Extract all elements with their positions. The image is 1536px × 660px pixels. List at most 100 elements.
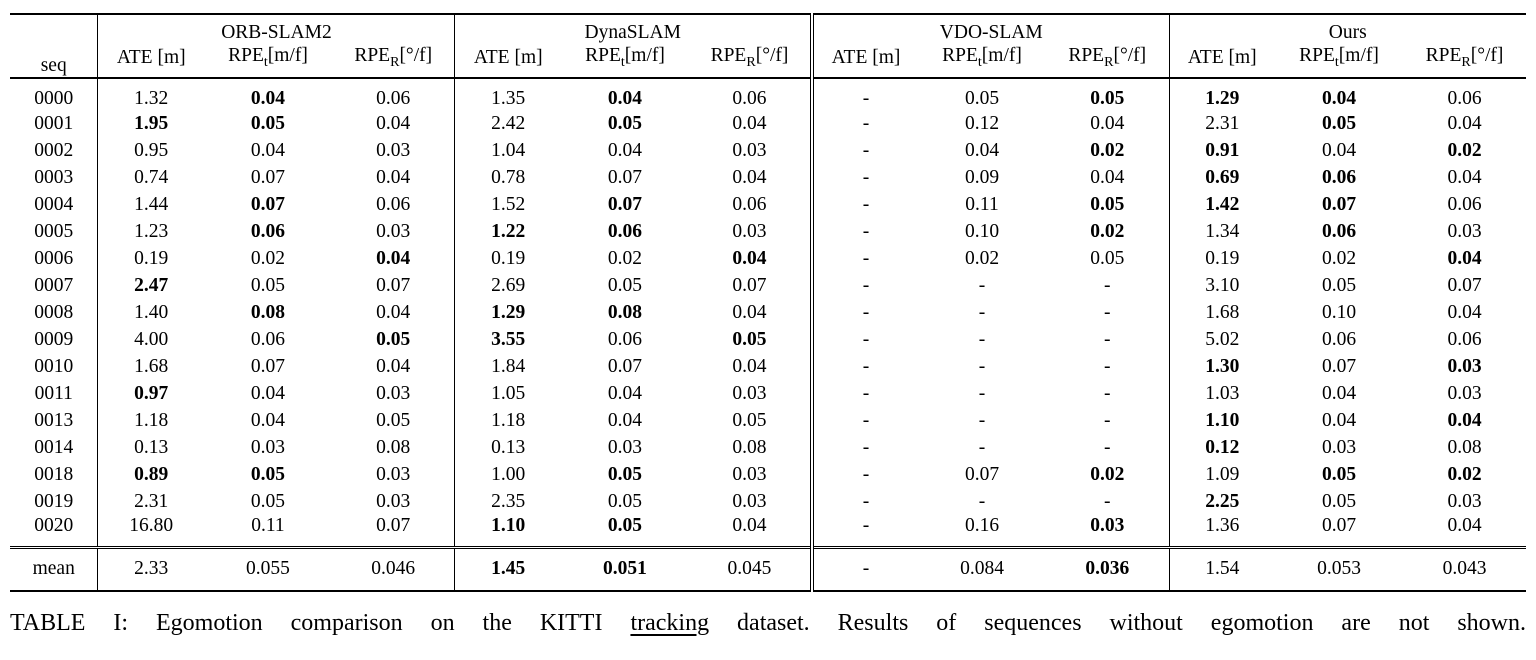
value-cell: 0.05 (732, 328, 767, 350)
value-cell: 0.07 (1447, 274, 1482, 296)
seq-cell: 0004 (34, 193, 74, 215)
value-cell: 0.03 (732, 490, 767, 512)
table-row: 0013 1.18 0.04 0.05 1.18 0.04 0.05 - - - 1.10 0.04 0… (10, 407, 1526, 434)
value-cell: 0.07 (607, 355, 643, 377)
value-cell: 2.31 (97, 488, 204, 515)
table-row: 0019 2.31 0.05 0.03 2.35 0.05 0.03 - - - 2.25 0.05 0… (10, 488, 1526, 515)
value-cell: 0.19 (1168, 245, 1275, 272)
table-row: 0007 2.47 0.05 0.07 2.69 0.05 0.07 - - - 3.10 0.05 0… (10, 272, 1526, 299)
value-cell: 0.06 (250, 220, 286, 242)
value-cell: 0.03 (607, 436, 643, 458)
value-cell: - (978, 490, 986, 512)
value-cell: 0.06 (1321, 328, 1357, 350)
seq-cell: 0001 (34, 112, 74, 134)
value-cell: 1.09 (1168, 461, 1275, 488)
seq-cell: 0005 (34, 220, 74, 242)
value-cell: 0.05 (250, 274, 286, 296)
value-cell: 0.07 (250, 193, 286, 215)
header-row-groups: seq ORB-SLAM2 DynaSLAM VDO-SLAM Ours (9, 14, 1527, 79)
value-cell: 0.03 (376, 490, 411, 512)
value-cell: 0.05 (1321, 490, 1357, 512)
results-table: seq ORB-SLAM2 DynaSLAM VDO-SLAM Ours ATE [m] R… (9, 13, 1527, 592)
value-cell: - (810, 218, 918, 245)
value-cell: 0.19 (454, 245, 561, 272)
value-cell: 0.04 (250, 409, 286, 431)
value-cell: 0.02 (1090, 463, 1125, 485)
value-cell: 0.043 (1403, 546, 1527, 591)
value-cell: 0.03 (250, 436, 286, 458)
ate-header: ATE [m] (454, 44, 561, 79)
value-cell: 0.03 (1447, 355, 1482, 377)
value-cell: - (1104, 328, 1111, 350)
value-cell: 1.32 (97, 78, 204, 110)
value-cell: 0.03 (1321, 436, 1357, 458)
table-row: 0010 1.68 0.07 0.04 1.84 0.07 0.04 - - - 1.30 0.07 0… (10, 353, 1526, 380)
value-cell: 2.47 (97, 272, 204, 299)
value-cell: 0.06 (376, 88, 411, 109)
table-row: 0018 0.89 0.05 0.03 1.00 0.05 0.03 - 0.07 0.02 1.0… (10, 461, 1526, 488)
subscript: R (1461, 53, 1471, 70)
value-cell: 0.04 (1321, 382, 1357, 404)
value-cell: 1.30 (1168, 353, 1275, 380)
value-cell: 0.10 (964, 220, 1000, 242)
table-header: seq ORB-SLAM2 DynaSLAM VDO-SLAM Ours ATE [m] R… (9, 14, 1527, 79)
value-cell: 1.34 (1168, 218, 1275, 245)
value-cell: 0.07 (250, 355, 286, 377)
value-cell: 0.05 (1321, 274, 1357, 296)
value-cell: 0.04 (376, 247, 411, 269)
value-cell: - (810, 137, 918, 164)
value-cell: 0.10 (1321, 301, 1357, 323)
value-cell: 1.03 (1168, 380, 1275, 407)
value-cell: 0.03 (376, 463, 411, 485)
value-cell: - (978, 328, 986, 350)
table-row: 0003 0.74 0.07 0.04 0.78 0.07 0.04 - 0.09 0.04 0.6… (10, 164, 1526, 191)
value-cell: 0.05 (376, 328, 411, 350)
value-cell: - (1104, 490, 1111, 512)
value-cell: 0.036 (1046, 546, 1169, 591)
value-cell: 0.05 (376, 409, 411, 431)
value-cell: 0.05 (1090, 193, 1125, 215)
value-cell: 0.02 (1447, 139, 1482, 161)
value-cell: 0.055 (203, 546, 332, 591)
value-cell: 0.05 (1321, 463, 1357, 485)
rpe-t-header: RPEt[m/f] (1275, 44, 1403, 79)
value-cell: 0.06 (732, 88, 767, 109)
value-cell: 0.08 (250, 301, 286, 323)
header-row-metrics: ATE [m] RPEt[m/f] RPER[°/f] ATE [m] RPEt[m/f… (10, 44, 1527, 79)
value-cell: 0.05 (1321, 112, 1357, 134)
table-row: 0004 1.44 0.07 0.06 1.52 0.07 0.06 - 0.11 0.05 1.4… (10, 191, 1526, 218)
value-cell: 1.68 (97, 353, 204, 380)
value-cell: 0.02 (964, 247, 1000, 269)
table-body: 0000 1.32 0.04 0.06 1.35 0.04 0.06 - 0.05 0.05 1.2… (10, 78, 1526, 548)
value-cell: - (810, 326, 918, 353)
value-cell: 0.74 (97, 164, 204, 191)
value-cell: 0.04 (732, 301, 767, 323)
value-cell: - (810, 245, 918, 272)
caption-text-before: Egomotion comparison on the KITTI (128, 609, 631, 636)
value-cell: 0.05 (250, 490, 286, 512)
value-cell: 0.06 (376, 193, 411, 215)
value-cell: 0.04 (376, 355, 411, 377)
value-cell: 0.03 (1447, 220, 1482, 242)
caption-underlined-word: tracking (630, 609, 710, 636)
value-cell: 0.08 (1447, 436, 1482, 458)
subscript: t (263, 53, 268, 70)
value-cell: 0.03 (1090, 515, 1125, 536)
value-cell: 2.31 (1168, 110, 1275, 137)
value-cell: 0.03 (1447, 382, 1482, 404)
value-cell: 0.04 (732, 355, 767, 377)
value-cell: 0.03 (376, 139, 411, 161)
seq-cell: 0002 (34, 139, 74, 161)
value-cell: - (810, 461, 918, 488)
value-cell: 0.08 (376, 436, 411, 458)
value-cell: 0.05 (607, 490, 643, 512)
value-cell: - (810, 299, 918, 326)
value-cell: 0.13 (454, 434, 561, 461)
value-cell: 0.04 (376, 112, 411, 134)
value-cell: 1.42 (1168, 191, 1275, 218)
value-cell: 1.35 (454, 78, 561, 110)
value-cell: 0.91 (1168, 137, 1275, 164)
value-cell: 0.02 (607, 247, 643, 269)
value-cell: - (1104, 382, 1111, 404)
value-cell: 2.35 (454, 488, 561, 515)
